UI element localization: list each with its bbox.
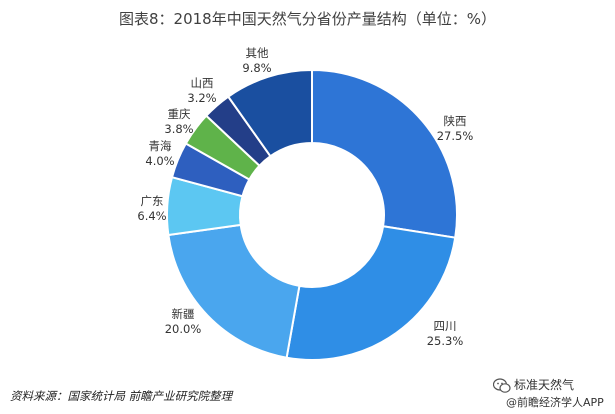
slice-label-value-7: 3.2% <box>187 91 216 105</box>
slice-8 <box>226 68 313 158</box>
slice-label-name-5: 青海 <box>149 139 172 153</box>
slice-label-name-2: 四川 <box>434 319 457 333</box>
slice-2 <box>285 225 457 361</box>
slices-group <box>166 68 458 361</box>
slice-3 <box>167 223 301 359</box>
slice-label-value-1: 27.5% <box>437 129 474 143</box>
slice-label-value-4: 6.4% <box>137 209 166 223</box>
brand-name: 标准天然气 <box>514 378 575 392</box>
slice-label-name-8: 其他 <box>246 46 269 60</box>
slice-1 <box>311 68 458 239</box>
brand-sub: @前瞻经济学人APP <box>506 396 604 409</box>
slice-label-value-5: 4.0% <box>145 154 174 168</box>
source-note: 资料来源：国家统计局 前瞻产业研究院整理 <box>10 389 233 403</box>
slice-label-value-3: 20.0% <box>165 322 202 336</box>
slice-label-name-4: 广东 <box>141 194 164 208</box>
slice-label-value-2: 25.3% <box>427 334 464 348</box>
wechat-icon <box>493 378 511 393</box>
slice-label-name-7: 山西 <box>191 76 214 90</box>
chart-title: 图表8：2018年中国天然气分省份产量结构（单位：%） <box>119 10 496 28</box>
slice-label-name-3: 新疆 <box>172 307 195 321</box>
slice-label-name-1: 陕西 <box>444 114 467 128</box>
slice-label-value-6: 3.8% <box>164 122 193 136</box>
slice-label-name-6: 重庆 <box>168 107 191 121</box>
slice-label-value-8: 9.8% <box>242 61 271 75</box>
